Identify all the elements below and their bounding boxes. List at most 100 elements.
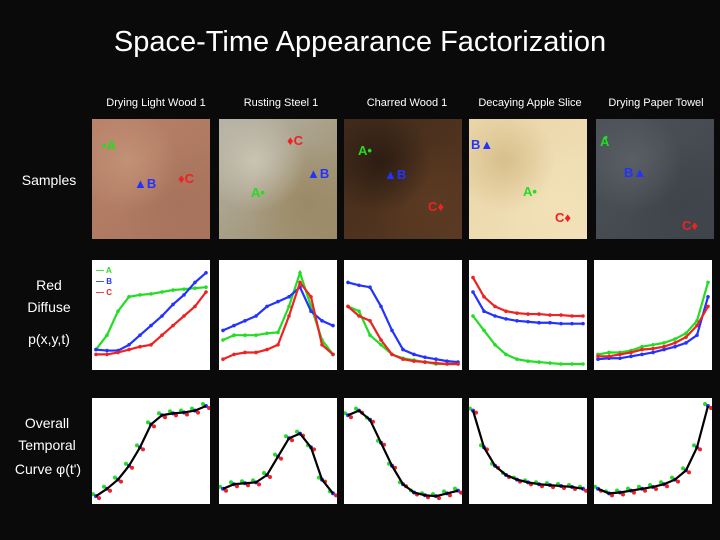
scatter-point bbox=[453, 486, 457, 491]
data-point-c bbox=[160, 333, 164, 337]
data-point-c bbox=[254, 350, 258, 355]
data-point-b bbox=[651, 350, 655, 355]
marker-b: B▲ bbox=[471, 137, 494, 152]
data-point-b bbox=[401, 347, 405, 352]
scatter-point bbox=[268, 475, 272, 479]
data-point-c bbox=[193, 304, 197, 309]
scatter-point bbox=[594, 484, 597, 489]
scatter-point bbox=[687, 470, 691, 475]
scatter-point bbox=[262, 471, 266, 475]
data-point-a bbox=[116, 309, 120, 313]
data-point-b bbox=[662, 347, 666, 352]
data-point-b bbox=[265, 304, 269, 309]
data-point-c bbox=[127, 347, 131, 352]
data-point-b bbox=[149, 323, 153, 328]
data-point-b bbox=[232, 323, 236, 328]
data-point-b bbox=[423, 355, 427, 360]
temporal-chart-3 bbox=[344, 406, 462, 501]
data-point-c bbox=[629, 350, 633, 355]
data-point-b bbox=[434, 357, 438, 361]
data-point-a bbox=[243, 333, 247, 337]
data-point-c bbox=[673, 341, 677, 345]
data-point-c bbox=[695, 323, 699, 328]
data-point-c bbox=[570, 314, 574, 318]
marker-c: C♦ bbox=[555, 210, 572, 225]
data-point-a bbox=[193, 286, 197, 290]
marker-a: •A bbox=[102, 138, 116, 153]
scatter-point bbox=[354, 406, 358, 411]
data-point-a bbox=[607, 350, 611, 355]
data-point-c bbox=[309, 295, 313, 299]
data-point-c bbox=[548, 313, 552, 317]
marker-c: ♦C bbox=[287, 133, 304, 148]
data-point-c bbox=[171, 323, 175, 328]
data-point-c bbox=[379, 338, 383, 342]
data-point-c bbox=[434, 361, 438, 365]
column-title-5: Drying Paper Towel bbox=[608, 97, 704, 109]
data-point-b bbox=[379, 304, 383, 309]
data-point-a bbox=[482, 328, 486, 333]
data-point-a bbox=[548, 361, 552, 365]
scatter-point bbox=[219, 484, 222, 489]
scatter-point bbox=[168, 409, 172, 414]
scatter-point bbox=[448, 493, 452, 498]
temporal-plot-5 bbox=[594, 398, 712, 504]
data-point-c bbox=[105, 352, 109, 357]
data-point-c bbox=[149, 343, 153, 347]
scatter-point bbox=[196, 410, 200, 415]
scatter-point bbox=[224, 488, 228, 493]
column-title-4: Decaying Apple Slice bbox=[478, 97, 582, 109]
data-point-c bbox=[412, 359, 416, 363]
data-point-c bbox=[607, 354, 611, 359]
data-point-b bbox=[193, 280, 197, 285]
scatter-point bbox=[692, 443, 696, 448]
marker-c: ♦C bbox=[178, 171, 195, 186]
legend-c: — C bbox=[96, 288, 113, 297]
data-point-c bbox=[559, 313, 563, 317]
data-point-a bbox=[357, 309, 361, 313]
column-title-3: Charred Wood 1 bbox=[366, 97, 448, 109]
data-point-b bbox=[537, 320, 541, 325]
data-point-a bbox=[287, 304, 291, 309]
scatter-point bbox=[469, 406, 472, 411]
scatter-point bbox=[190, 406, 194, 411]
data-point-c bbox=[482, 295, 486, 299]
sample-photo-decaying-apple: B▲ A• C♦ bbox=[469, 119, 587, 239]
data-point-b bbox=[706, 295, 710, 299]
scatter-point bbox=[273, 452, 277, 457]
data-point-c bbox=[346, 304, 350, 309]
data-point-c bbox=[423, 360, 427, 364]
data-point-b bbox=[160, 314, 164, 318]
scatter-point bbox=[163, 415, 167, 420]
data-point-b bbox=[504, 317, 508, 321]
scatter-point bbox=[632, 490, 636, 495]
series-line-b bbox=[472, 291, 583, 325]
data-point-c bbox=[204, 290, 208, 294]
data-point-b bbox=[515, 319, 519, 323]
row-label-curve: Curve φ(t') bbox=[14, 461, 82, 477]
scatter-point bbox=[670, 475, 674, 480]
diffuse-chart-3 bbox=[346, 280, 460, 366]
data-point-a bbox=[232, 333, 236, 337]
scatter-point bbox=[279, 456, 283, 461]
scatter-point bbox=[703, 402, 707, 406]
data-point-c bbox=[265, 347, 269, 352]
row-label-pxyt: p(x,y,t) bbox=[28, 331, 70, 347]
data-point-c bbox=[368, 319, 372, 323]
scatter-point bbox=[648, 482, 652, 487]
data-point-a bbox=[105, 333, 109, 337]
marker-c: C♦ bbox=[682, 218, 699, 233]
sample-photo-charred-wood: A• ▲B C♦ bbox=[344, 119, 462, 239]
data-point-c bbox=[298, 280, 302, 285]
data-point-a bbox=[570, 362, 574, 366]
data-point-b bbox=[331, 323, 335, 328]
data-point-c bbox=[138, 344, 142, 349]
scatter-point bbox=[124, 461, 128, 466]
marker-a: A• bbox=[523, 184, 537, 199]
data-point-b bbox=[684, 341, 688, 345]
scatter-point bbox=[584, 488, 587, 493]
data-point-a bbox=[559, 362, 563, 366]
data-point-c bbox=[445, 362, 449, 366]
data-point-b bbox=[127, 343, 131, 347]
scatter-point bbox=[102, 484, 106, 489]
